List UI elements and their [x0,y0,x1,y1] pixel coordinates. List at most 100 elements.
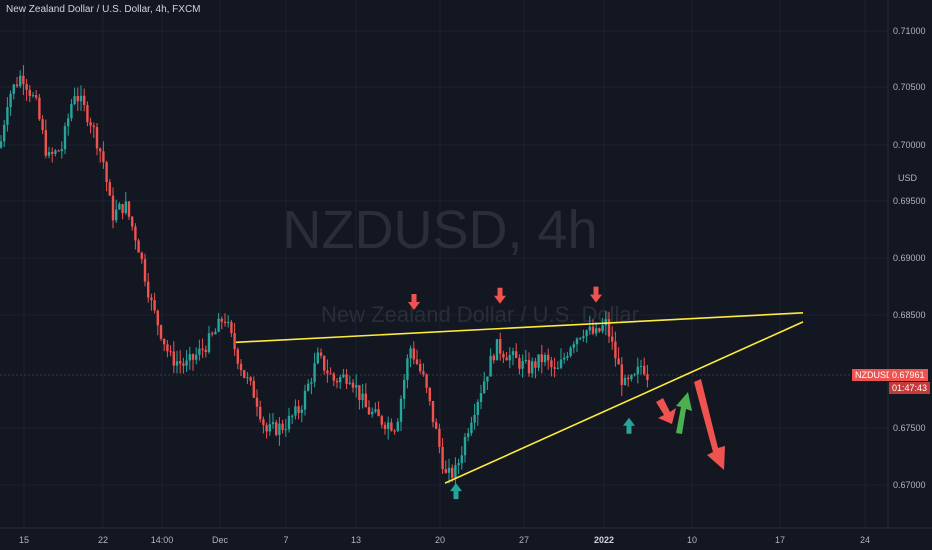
candle-body [534,361,537,368]
candle-body [166,344,169,352]
candle-body [435,422,438,429]
candle-body [575,338,579,345]
candle-body [255,397,259,407]
candle-body [310,382,313,384]
candle-body [425,374,428,388]
candle-body [579,338,582,340]
candle-body [627,377,630,380]
arrow-down-icon [590,286,602,303]
candle-body [451,467,454,478]
candle-body [243,370,246,378]
watermark-name: New Zealand Dollar / U.S. Dollar [321,302,639,327]
candle-body [364,393,367,408]
candle-body [460,455,463,464]
candle-body [201,348,204,350]
candle-body [643,365,646,375]
candle-body [35,95,38,98]
candle-body [25,84,28,90]
candle-body [604,319,607,326]
candle-body [28,89,31,96]
candle-body [367,407,371,415]
candle-body [572,344,575,348]
candle-body [268,424,271,432]
y-tick-label: 0.71000 [893,26,926,36]
candle-body [163,338,166,345]
candle-body [630,375,633,380]
candle-body [374,409,377,412]
candle-body [646,374,649,380]
candle-body [521,361,524,369]
candle-body [38,97,41,120]
candle-body [236,349,239,364]
candle-body [262,419,265,426]
arrow-down-icon [408,294,420,311]
candle-body [499,339,502,354]
candle-body [415,359,419,364]
arrow-down-icon [494,287,506,304]
candle-body [495,339,499,361]
candle-body [41,119,44,131]
arrow-up-icon [623,417,635,434]
candle-body [380,416,383,425]
candle-body [188,354,191,361]
candle-body [95,127,99,149]
candle-body [217,318,220,332]
candle-body [601,325,604,332]
candle-body [329,373,332,375]
candle-body [419,363,422,372]
candle-body [278,423,281,435]
candle-body [527,360,531,374]
price-badge: 0.67961 [889,369,928,381]
candle-body [99,148,102,152]
candle-body [470,422,473,434]
candle-body [387,422,390,429]
candle-body [563,357,566,360]
candle-body [124,201,127,214]
candle-body [607,319,611,337]
candle-body [543,354,547,363]
candle-body [614,341,617,359]
candle-body [179,361,182,364]
candle-body [182,363,185,366]
x-tick-label: 7 [283,535,288,545]
candle-body [134,226,137,241]
time-axis: 15 22 14:00 Dec 7 13 20 27 2022 10 17 24 [0,527,932,545]
candle-body [60,149,63,152]
candle-body [307,383,310,391]
candle-body [9,93,12,108]
y-tick-label: 0.67500 [893,423,926,433]
x-tick-label: 13 [351,535,361,545]
y-tick-label: 0.69500 [893,196,926,206]
candle-body [131,216,134,227]
trendline-resistance [235,312,804,344]
candle-body [355,385,358,388]
candle-body [406,358,409,380]
candle-body [505,357,508,361]
candle-body [566,356,569,358]
candle-body [403,379,406,399]
candle-body [51,152,54,154]
candle-body [291,415,294,417]
candle-body [297,406,300,413]
candle-body [230,322,233,334]
candle-body [319,352,323,356]
candle-body [591,326,595,334]
candle-body [537,354,540,368]
candle-body [198,348,201,355]
chart-title: New Zealand Dollar / U.S. Dollar, 4h, FX… [6,4,201,15]
y-tick-label: 0.67000 [893,480,926,490]
candle-body [252,380,255,398]
candle-body [441,446,444,470]
candle-body [524,360,527,362]
candle-body [463,436,467,456]
candle-body [598,328,601,332]
candle-body [63,126,67,150]
candle-body [323,355,326,371]
candle-body [159,325,163,339]
candle-body [559,359,563,368]
candle-body [172,351,175,366]
candle-body [73,96,76,104]
candle-body [105,162,108,183]
candle-body [540,354,543,363]
